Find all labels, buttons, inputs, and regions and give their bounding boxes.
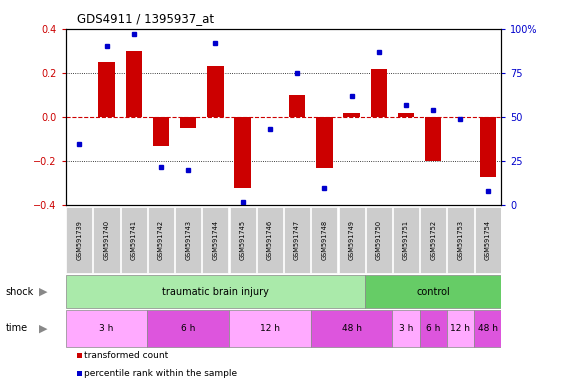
Bar (365, 275, 501, 308)
Bar (392, 310, 420, 347)
Bar (175, 207, 201, 273)
Bar (480, 117, 496, 177)
Text: GSM591752: GSM591752 (431, 220, 436, 260)
Text: 12 h: 12 h (451, 324, 471, 333)
Bar (98, 62, 115, 117)
Bar (420, 207, 447, 273)
Text: GDS4911 / 1395937_at: GDS4911 / 1395937_at (77, 12, 214, 25)
Bar (284, 207, 310, 273)
Text: shock: shock (6, 287, 34, 297)
Text: percentile rank within the sample: percentile rank within the sample (84, 369, 237, 378)
Bar (448, 207, 473, 273)
Text: GSM591751: GSM591751 (403, 220, 409, 260)
Bar (393, 207, 419, 273)
Bar (235, 117, 251, 188)
Bar (126, 51, 142, 117)
Bar (148, 207, 174, 273)
Bar (180, 117, 196, 128)
Text: ▶: ▶ (39, 323, 47, 333)
Text: GSM591746: GSM591746 (267, 220, 273, 260)
Text: GSM591754: GSM591754 (485, 220, 490, 260)
Bar (94, 207, 119, 273)
Bar (66, 275, 365, 308)
Bar (420, 310, 447, 347)
Bar (289, 95, 305, 117)
Bar (202, 207, 228, 273)
Text: GSM591743: GSM591743 (185, 220, 191, 260)
Text: 3 h: 3 h (399, 324, 413, 333)
Text: GSM591747: GSM591747 (294, 220, 300, 260)
Bar (66, 207, 93, 273)
Bar (207, 66, 224, 117)
Bar (425, 117, 441, 161)
Bar (257, 207, 283, 273)
Bar (153, 117, 169, 146)
Text: GSM591744: GSM591744 (212, 220, 219, 260)
Bar (398, 113, 414, 117)
Text: GSM591750: GSM591750 (376, 220, 382, 260)
Bar (229, 310, 311, 347)
Text: 12 h: 12 h (260, 324, 280, 333)
Text: GSM591753: GSM591753 (457, 220, 464, 260)
Text: GSM591739: GSM591739 (77, 220, 82, 260)
Text: GSM591742: GSM591742 (158, 220, 164, 260)
Bar (311, 207, 337, 273)
Bar (311, 310, 392, 347)
Text: 6 h: 6 h (426, 324, 440, 333)
Text: 6 h: 6 h (181, 324, 195, 333)
Bar (371, 68, 387, 117)
Bar (474, 310, 501, 347)
Bar (339, 207, 365, 273)
Text: 48 h: 48 h (341, 324, 361, 333)
Text: GSM591745: GSM591745 (240, 220, 246, 260)
Bar (447, 310, 474, 347)
Text: GSM591748: GSM591748 (321, 220, 327, 260)
Text: transformed count: transformed count (84, 351, 168, 360)
Text: 48 h: 48 h (478, 324, 498, 333)
Bar (66, 310, 147, 347)
Bar (366, 207, 392, 273)
Bar (120, 207, 147, 273)
Text: GSM591741: GSM591741 (131, 220, 136, 260)
Text: GSM591749: GSM591749 (348, 220, 355, 260)
Bar (343, 113, 360, 117)
Bar (147, 310, 229, 347)
Text: ▶: ▶ (39, 287, 47, 297)
Text: control: control (416, 287, 450, 297)
Text: 3 h: 3 h (99, 324, 114, 333)
Bar (316, 117, 332, 168)
Bar (475, 207, 501, 273)
Text: time: time (6, 323, 28, 333)
Bar (230, 207, 256, 273)
Text: traumatic brain injury: traumatic brain injury (162, 287, 269, 297)
Text: GSM591740: GSM591740 (103, 220, 110, 260)
